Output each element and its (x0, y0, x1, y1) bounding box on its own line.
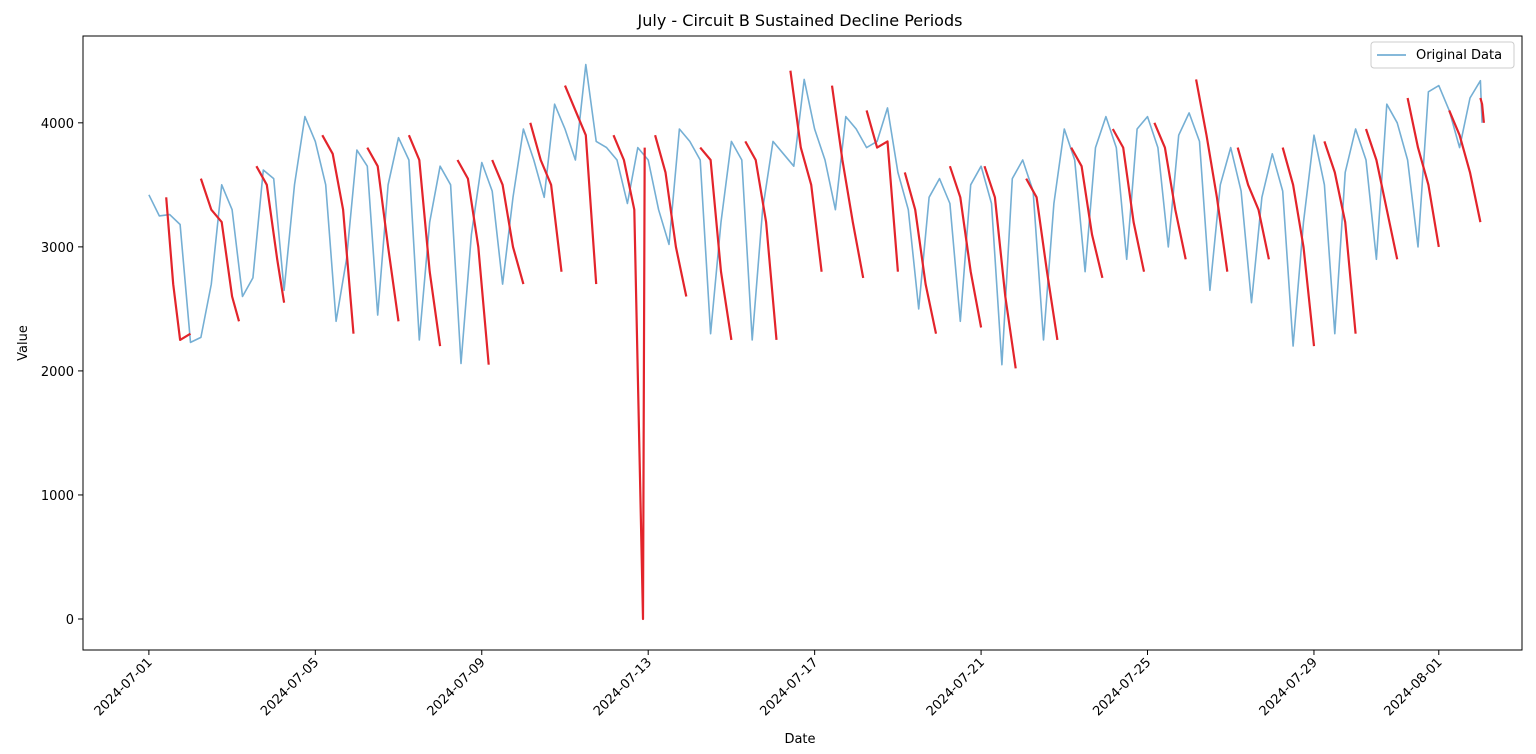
decline-segment-20 (983, 165, 1017, 369)
y-tick-label: 3000 (41, 241, 74, 256)
plot-area (148, 63, 1485, 621)
decline-segment-19 (948, 165, 983, 328)
plot-frame (82, 35, 1523, 651)
y-tick-label: 2000 (41, 365, 74, 380)
x-axis-label: Date (784, 732, 815, 747)
decline-segment-10 (563, 85, 598, 285)
decline-segment-23 (1111, 128, 1146, 272)
legend-label-original-data: Original Data (1416, 48, 1502, 63)
legend: Original Data (1370, 41, 1515, 69)
x-tick-label: 2024-07-13 (591, 655, 655, 719)
decline-segment-14 (744, 140, 778, 340)
decline-segment-24 (1153, 122, 1187, 260)
x-tick-label: 2024-07-01 (92, 655, 156, 719)
decline-segment-32 (1479, 97, 1485, 123)
y-tick-label: 0 (66, 613, 74, 628)
decline-segment-21 (1025, 178, 1059, 341)
x-tick-label: 2024-07-21 (924, 655, 988, 719)
x-tick-label: 2024-07-17 (757, 655, 821, 719)
legend-box (1370, 41, 1515, 69)
series-line-original-data (148, 63, 1483, 366)
x-tick-label: 2024-07-25 (1090, 655, 1154, 719)
decline-segment-8 (491, 159, 525, 285)
decline-segment-5 (366, 147, 400, 322)
decline-segment-31 (1448, 109, 1482, 223)
y-axis: 0 1000 2000 3000 4000 (41, 117, 83, 628)
decline-segment-30 (1406, 97, 1440, 248)
decline-segment-17 (865, 110, 899, 272)
decline-segment-22 (1070, 147, 1104, 279)
chart-title: July - Circuit B Sustained Decline Perio… (637, 11, 963, 30)
x-axis: 2024-07-01 2024-07-05 2024-07-09 2024-07-13… (92, 650, 1446, 719)
decline-segment-27 (1281, 147, 1316, 347)
decline-segment-26 (1236, 147, 1270, 260)
decline-segment-28 (1323, 141, 1357, 334)
decline-segment-16 (830, 85, 865, 279)
y-tick-label: 1000 (41, 489, 74, 504)
decline-segment-4 (321, 134, 355, 334)
decline-segment-2 (199, 178, 241, 322)
x-tick-label: 2024-08-01 (1382, 655, 1446, 719)
x-tick-label: 2024-07-09 (425, 655, 489, 719)
decline-segment-3 (255, 165, 286, 303)
x-tick-label: 2024-07-29 (1257, 655, 1321, 719)
decline-segment-13 (699, 146, 733, 341)
decline-segment-18 (903, 172, 938, 334)
x-tick-label: 2024-07-05 (258, 655, 322, 719)
decline-segment-7 (456, 159, 490, 365)
decline-segment-6 (407, 134, 442, 347)
decline-segment-15 (789, 70, 823, 272)
decline-segment-1 (165, 197, 192, 341)
decline-segment-25 (1195, 79, 1229, 272)
decline-segment-11 (612, 134, 646, 621)
y-axis-label: Value (16, 325, 31, 361)
decline-segment-9 (529, 122, 563, 272)
decline-segment-12 (654, 134, 688, 297)
y-tick-label: 4000 (41, 117, 74, 132)
decline-segment-29 (1364, 128, 1399, 260)
